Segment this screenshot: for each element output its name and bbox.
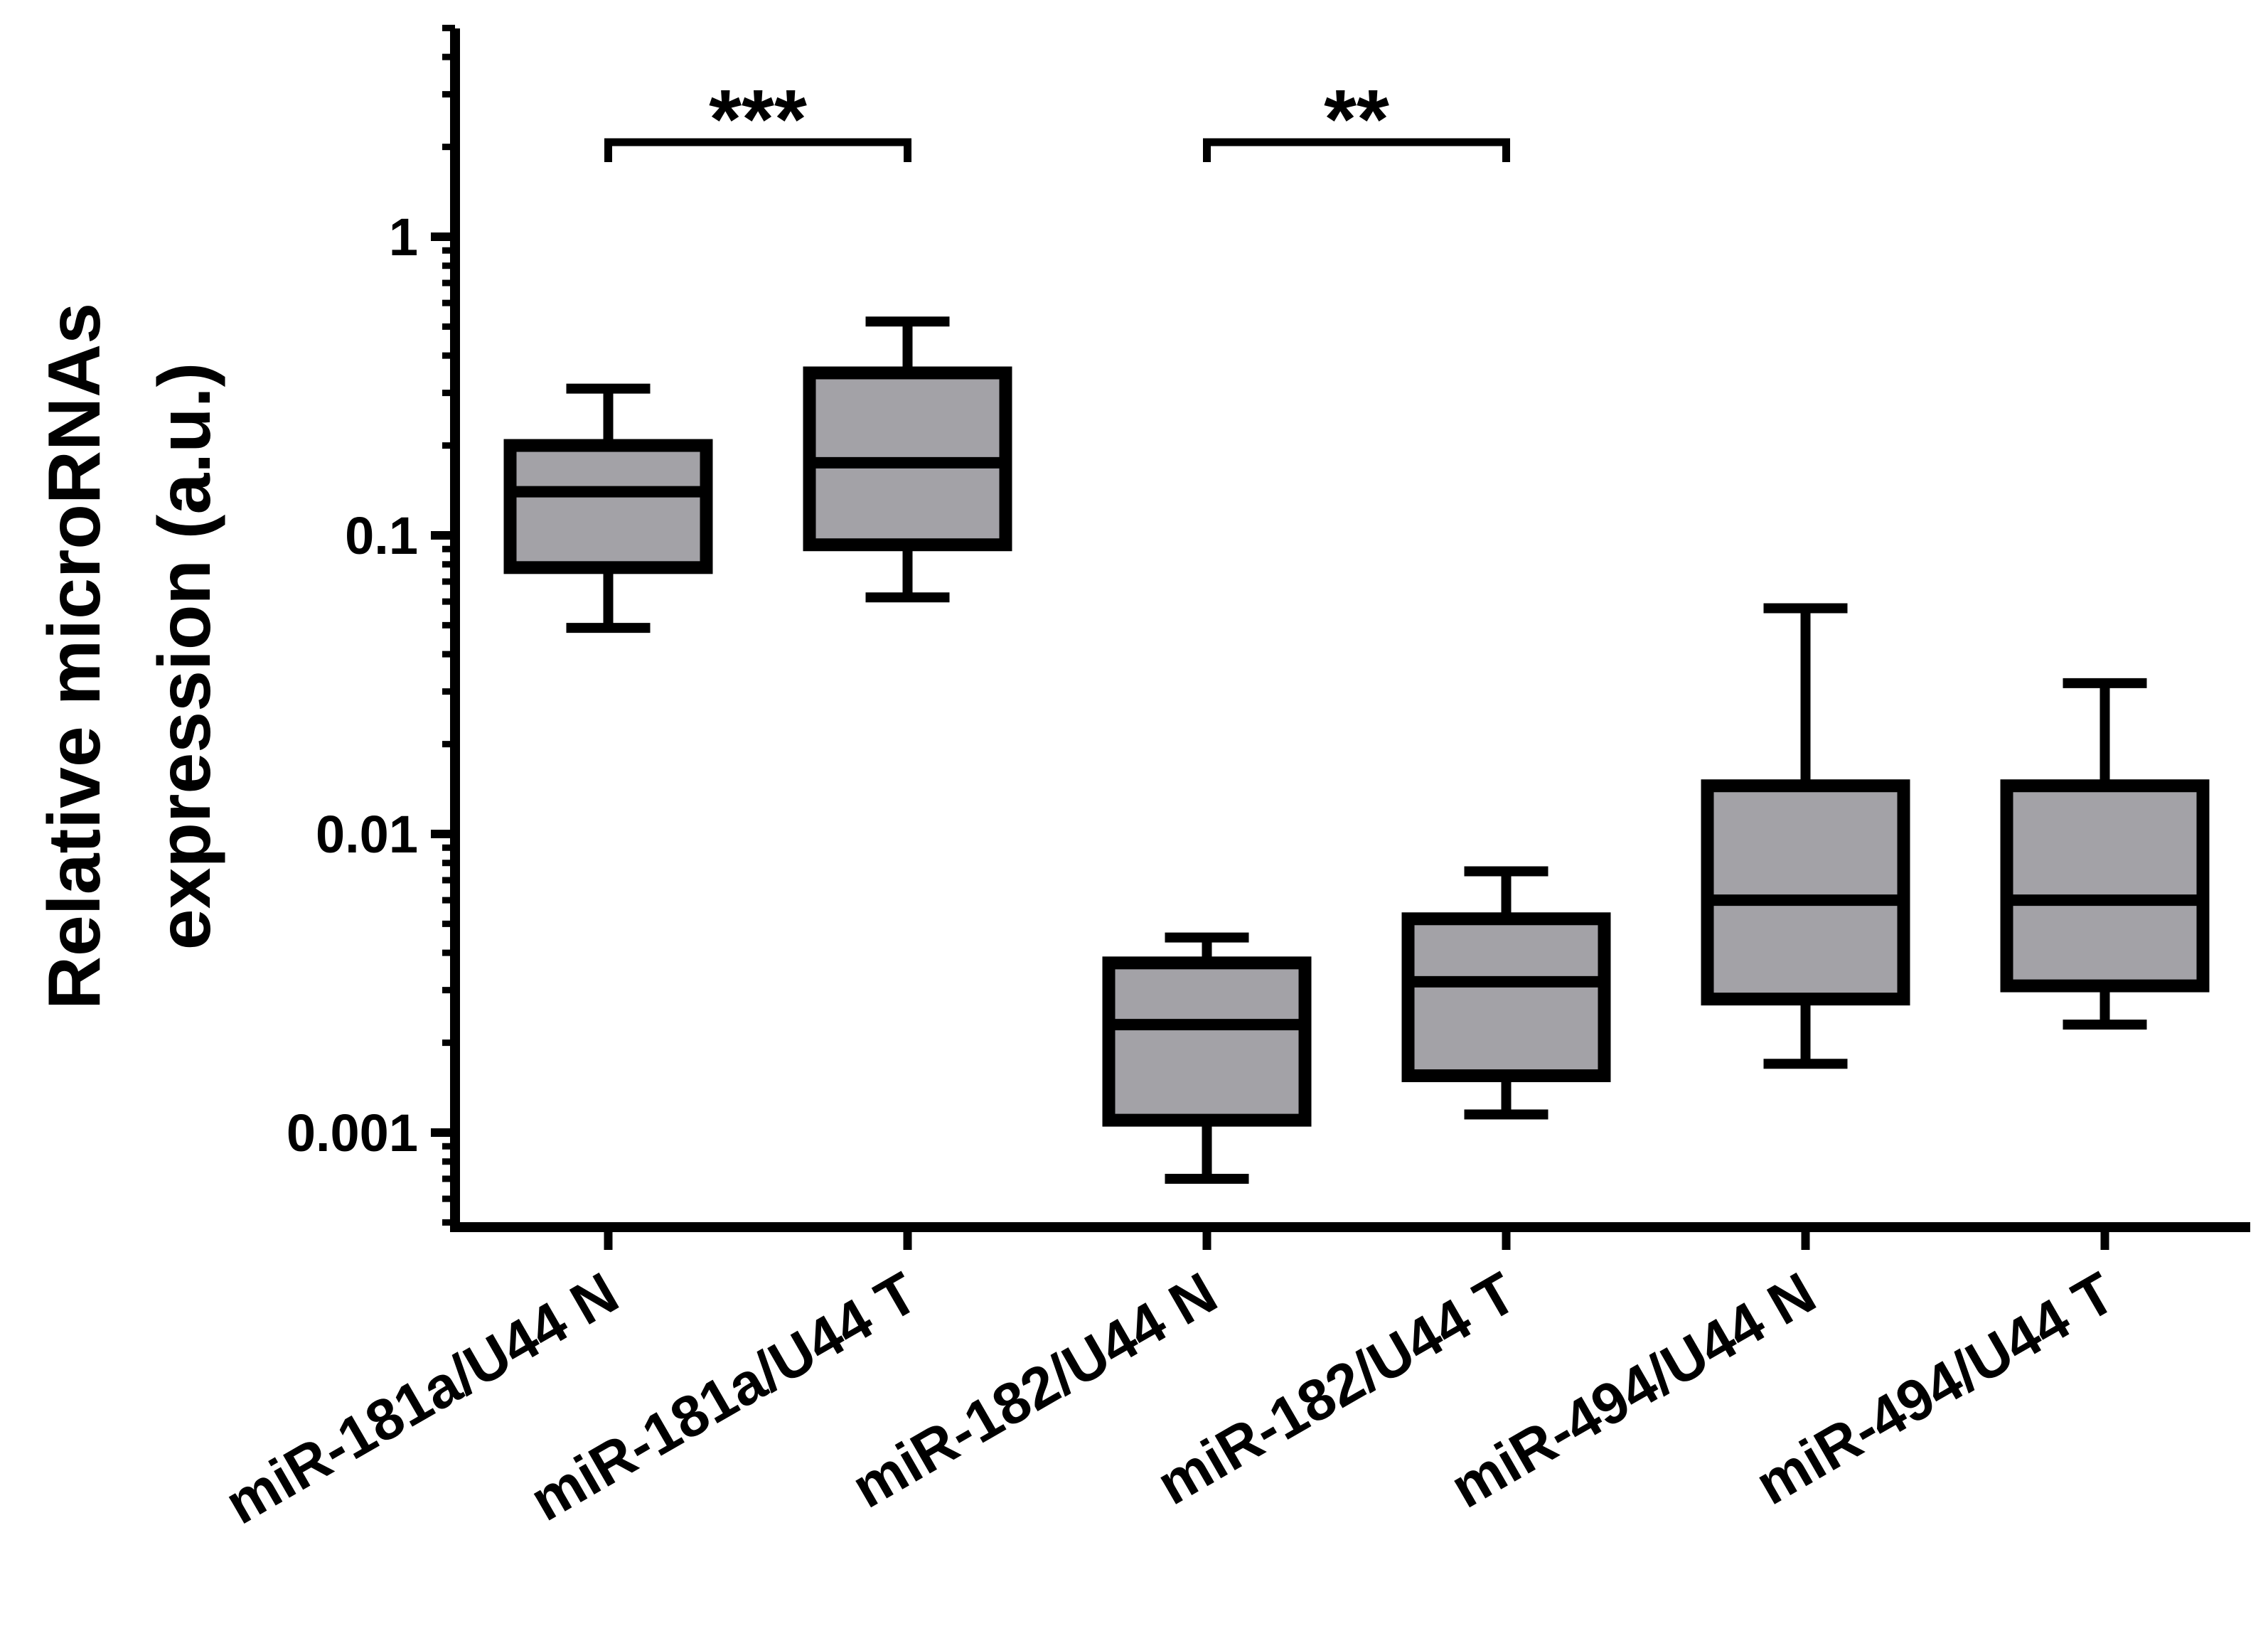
box-5 bbox=[1701, 603, 1910, 1069]
axes bbox=[450, 28, 2250, 1232]
box-6 bbox=[2000, 678, 2210, 1030]
significance-stars: ** bbox=[1324, 73, 1389, 166]
box-1 bbox=[503, 383, 713, 633]
iqr-box bbox=[1102, 956, 1312, 1127]
significance-bracket: *** bbox=[604, 73, 911, 166]
y-tick-label: 1 bbox=[389, 208, 418, 267]
bracket-line bbox=[604, 138, 911, 162]
y-tick-label: 0.01 bbox=[316, 805, 418, 864]
y-tick-label: 0.001 bbox=[287, 1103, 418, 1162]
iqr-box bbox=[1401, 912, 1611, 1083]
boxes bbox=[503, 316, 2210, 1184]
iqr-box bbox=[503, 439, 713, 574]
y-ticks: 1 0.1 0.01 0.001 bbox=[287, 24, 455, 1226]
y-axis-title-line: expression (a.u.) bbox=[144, 363, 226, 950]
iqr-box bbox=[1701, 779, 1910, 1006]
iqr-box bbox=[2000, 779, 2210, 993]
y-axis-title-line: Relative microRNAs bbox=[33, 303, 116, 1010]
significance-stars: *** bbox=[709, 73, 807, 166]
significance-brackets: *** ** bbox=[604, 73, 1510, 166]
box-4 bbox=[1401, 866, 1611, 1120]
significance-bracket: ** bbox=[1203, 73, 1510, 166]
y-tick-label: 0.1 bbox=[345, 506, 418, 565]
box-2 bbox=[803, 316, 1012, 603]
box-3 bbox=[1102, 932, 1312, 1184]
y-axis-label: Relative microRNAs expression (a.u.) bbox=[33, 303, 226, 1010]
bracket-line bbox=[1203, 138, 1510, 162]
